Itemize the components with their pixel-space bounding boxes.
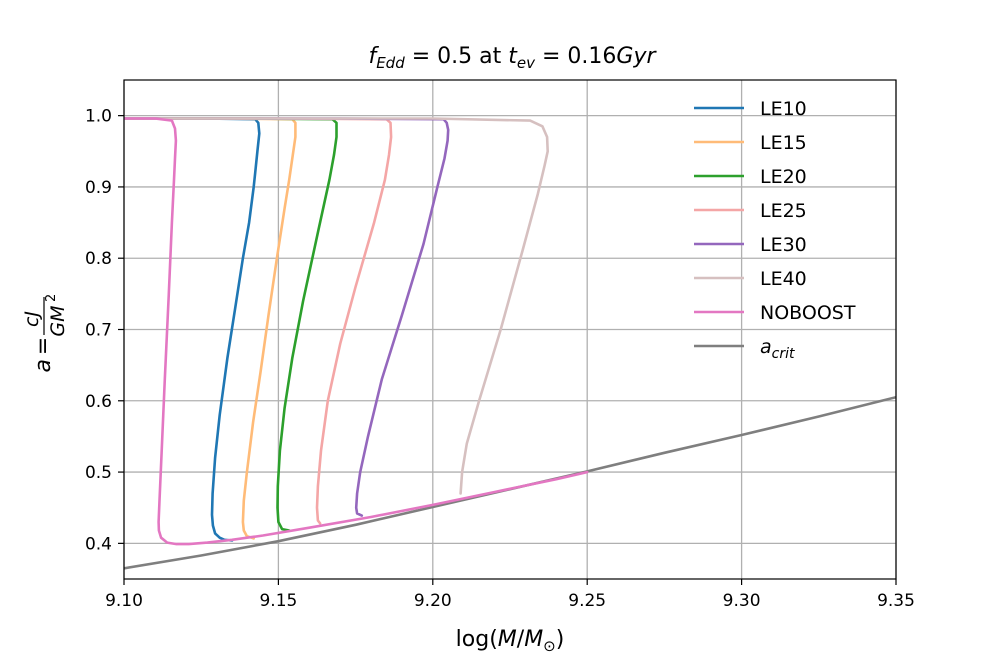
legend-label-le40: LE40 xyxy=(760,268,807,290)
x-label-slash: / xyxy=(517,627,525,652)
title-t-symbol: t xyxy=(508,44,518,69)
legend-label-le30: LE30 xyxy=(760,234,807,256)
series-line-le20 xyxy=(124,117,338,532)
series-line-le10 xyxy=(124,117,261,542)
series-line-le40 xyxy=(124,117,549,495)
x-axis-label: log(M/M⊙) xyxy=(456,627,565,655)
series-line-noboost xyxy=(124,117,589,546)
series-lines xyxy=(124,117,896,570)
legend-label-le25: LE25 xyxy=(760,200,807,222)
legend-label-le10: LE10 xyxy=(760,98,807,120)
legend-label-noboost: NOBOOST xyxy=(760,302,856,324)
legend: LE10 LE15 LE20 LE25 LE30 LE40 NOBOOST acrit xyxy=(694,98,856,362)
legend-label-le20: LE20 xyxy=(760,166,807,188)
title-tev-value: = 0.16 xyxy=(535,44,616,69)
y-axis-label: a = cJ GM 2 xyxy=(21,294,69,373)
x-label-sun-symbol: ⊙ xyxy=(543,637,556,655)
y-tick-label: 0.5 xyxy=(85,463,112,483)
title-fedd-value: = 0.5 at xyxy=(405,44,509,69)
series-line-a-crit xyxy=(124,395,896,570)
x-tick-label: 9.20 xyxy=(414,591,452,611)
chart-title: fEdd = 0.5 at tev = 0.16Gyr xyxy=(368,44,657,72)
series-line-le25 xyxy=(124,117,393,525)
legend-label-le15: LE15 xyxy=(760,132,807,154)
y-tick-label: 0.7 xyxy=(85,321,112,341)
grid-lines xyxy=(123,80,897,579)
x-tick-label: 9.15 xyxy=(259,591,297,611)
y-tick-label: 0.9 xyxy=(85,178,112,198)
legend-label-a-crit: acrit xyxy=(760,336,795,362)
x-tick-label: 9.35 xyxy=(877,591,915,611)
x-label-suffix: ) xyxy=(556,627,565,652)
series-line-le15 xyxy=(124,117,297,540)
x-label-msym: M xyxy=(524,627,543,652)
y-tick-label: 0.4 xyxy=(85,534,112,554)
y-tick-label: 1.0 xyxy=(85,107,112,127)
x-tick-label: 9.30 xyxy=(723,591,761,611)
legend-label-main: a xyxy=(760,336,772,358)
y-label-numerator: cJ xyxy=(21,311,43,327)
x-tick-label: 9.25 xyxy=(568,591,606,611)
title-unit: Gyr xyxy=(616,44,657,69)
y-label-equals: = xyxy=(31,337,56,355)
x-tick-label: 9.10 xyxy=(105,591,143,611)
y-label-a: a xyxy=(31,359,56,372)
x-label-prefix: log( xyxy=(456,627,498,652)
series-line-le30 xyxy=(124,117,450,517)
y-label-exponent: 2 xyxy=(44,294,59,302)
axis-ticks: 9.10 9.15 9.20 9.25 9.30 9.35 0.4 0.5 0.6 0.7 0.8 0… xyxy=(85,107,915,611)
title-f-subscript: Edd xyxy=(376,54,405,72)
y-tick-label: 0.8 xyxy=(85,249,112,269)
legend-label-subscript: crit xyxy=(772,346,795,362)
title-f-symbol: f xyxy=(368,44,379,69)
y-label-denominator: GM xyxy=(47,305,69,336)
y-tick-label: 0.6 xyxy=(85,392,112,412)
x-label-var: M xyxy=(498,627,517,652)
title-t-subscript: ev xyxy=(517,54,536,72)
